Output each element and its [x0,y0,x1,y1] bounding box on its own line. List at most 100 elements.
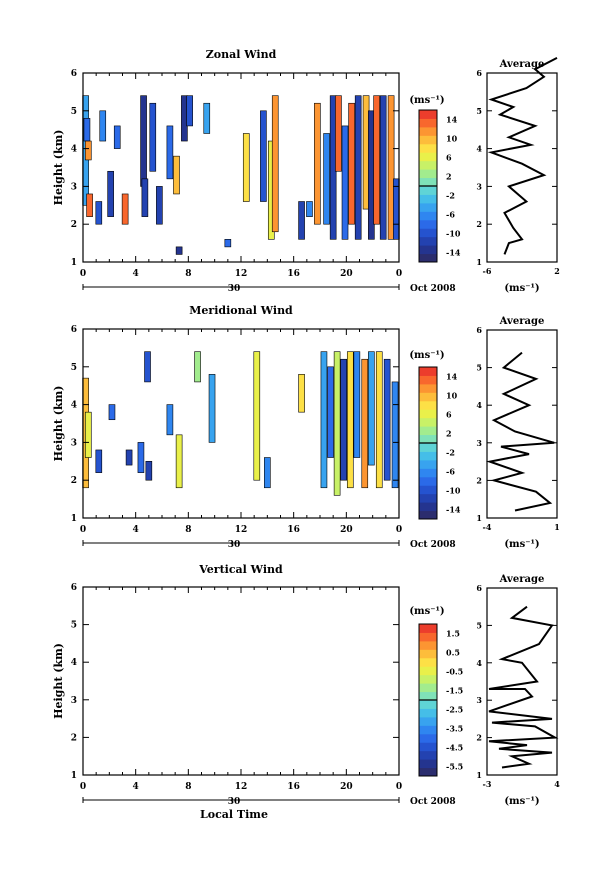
colorbar-unit: (ms⁻¹) [409,350,444,361]
heatmap-cell [242,133,250,202]
colorbar-swatch [419,219,437,229]
heatmap-cell [83,118,91,142]
average-x-label: (ms⁻¹) [504,283,539,294]
colorbar-swatch [419,510,437,520]
average-y-tick-label: 6 [476,68,482,78]
colorbar-swatch [419,392,437,402]
panel-title: Vertical Wind [198,563,283,576]
y-tick-label: 6 [71,583,77,593]
colorbar-tick-label: -4.5 [446,743,463,753]
average-profile-line [487,57,558,255]
x-tick-label: 20 [340,269,353,279]
colorbar-tick-label: 14 [446,115,458,125]
average-x-tick-label: 4 [554,779,560,789]
heatmap-cell [173,155,180,195]
colorbar-swatch [419,733,437,743]
colorbar-swatch [419,426,437,436]
average-y-tick-label: 3 [476,181,482,191]
x-tick-label: 0 [80,525,86,535]
heatmap-cell [99,110,107,142]
colorbar-swatch [419,253,437,263]
average-y-tick-label: 2 [476,733,482,743]
colorbar-swatch [419,742,437,752]
heatmap-cells [82,351,399,496]
colorbar: (ms⁻¹) 1.5 0.5 -0.5 -1.5 -2.5 -3.5 -4.5 -5.5 [409,606,463,777]
y-tick-label: 4 [71,658,77,668]
colorbar-swatch [419,126,437,136]
heatmap-cell [264,457,271,489]
heatmap-cell [379,95,387,240]
average-x-tick-label: -3 [483,779,492,789]
colorbar-swatch [419,674,437,684]
heatmap-cell [194,351,201,383]
average-y-tick-label: 2 [476,475,482,485]
y-tick-label: 4 [71,401,77,411]
colorbar-swatch [419,640,437,650]
date-label: Oct 2008 [410,540,456,550]
colorbar-swatch [419,632,437,642]
colorbar-swatch [419,211,437,221]
average-x-tick-label: -6 [483,266,492,276]
colorbar-swatch [419,750,437,760]
colorbar-tick-label: 6 [446,410,452,420]
heatmap-cell [140,95,147,187]
average-y-tick-label: 3 [476,438,482,448]
y-tick-label: 3 [71,182,77,192]
y-tick-label: 3 [71,438,77,448]
colorbar-swatch [419,700,437,709]
x-tick-label: 16 [287,525,300,535]
colorbar-swatch [419,143,437,153]
colorbar-swatch [419,666,437,676]
date-day: 30 [228,797,241,807]
colorbar-swatch [419,443,437,452]
colorbar-tick-label: 14 [446,372,458,382]
heatmap-cell [373,95,380,225]
colorbar-swatch [419,202,437,212]
colorbar-swatch [419,476,437,486]
heatmap-cell [353,351,361,458]
heatmap-cell [387,95,395,240]
colorbar-swatch [419,177,437,187]
y-tick-label: 6 [71,325,77,335]
colorbar: (ms⁻¹)14 10 6 2 -2 -6 -10 -14 [409,95,461,263]
x-tick-label: 8 [185,782,191,792]
average-frame [486,72,558,263]
y-axis-label: Height (km) [52,386,65,462]
x-tick-label: 4 [133,525,139,535]
average-y-tick-label: 2 [476,219,482,229]
colorbar-swatch [419,716,437,726]
colorbar-swatch [419,236,437,246]
average-profile-line [488,605,559,769]
heatmap-cell [271,95,279,233]
y-tick-label: 2 [71,733,77,743]
x-tick-label: 4 [133,269,139,279]
y-tick-label: 6 [71,69,77,79]
heatmap-cell [224,239,232,248]
x-tick-label: 4 [133,782,139,792]
heatmap-cell [341,125,349,240]
average-y-tick-label: 1 [476,513,482,523]
colorbar-swatch [419,759,437,769]
heatmap-cell [391,381,399,489]
x-tick-label: 0 [80,782,86,792]
colorbar-swatch [419,502,437,512]
heatmap-cell [137,442,145,473]
heatmap-cell [333,351,341,496]
panel-title: Zonal Wind [206,48,277,61]
colorbar-swatch [419,228,437,238]
colorbar-swatch [419,375,437,385]
heatmap-cell [306,201,313,217]
colorbar-swatch [419,383,437,393]
colorbar-tick-label: -2 [446,191,455,201]
colorbar-tick-label: -10 [446,486,461,496]
heatmap-cell [113,125,121,149]
colorbar-swatch [419,657,437,667]
colorbar-tick-label: -1.5 [446,686,463,696]
colorbar-swatch [419,194,437,204]
colorbar-swatch [419,708,437,718]
average-x-label: (ms⁻¹) [504,539,539,550]
heatmap-cell [314,102,321,225]
colorbar-tick-label: 1.5 [446,629,460,639]
